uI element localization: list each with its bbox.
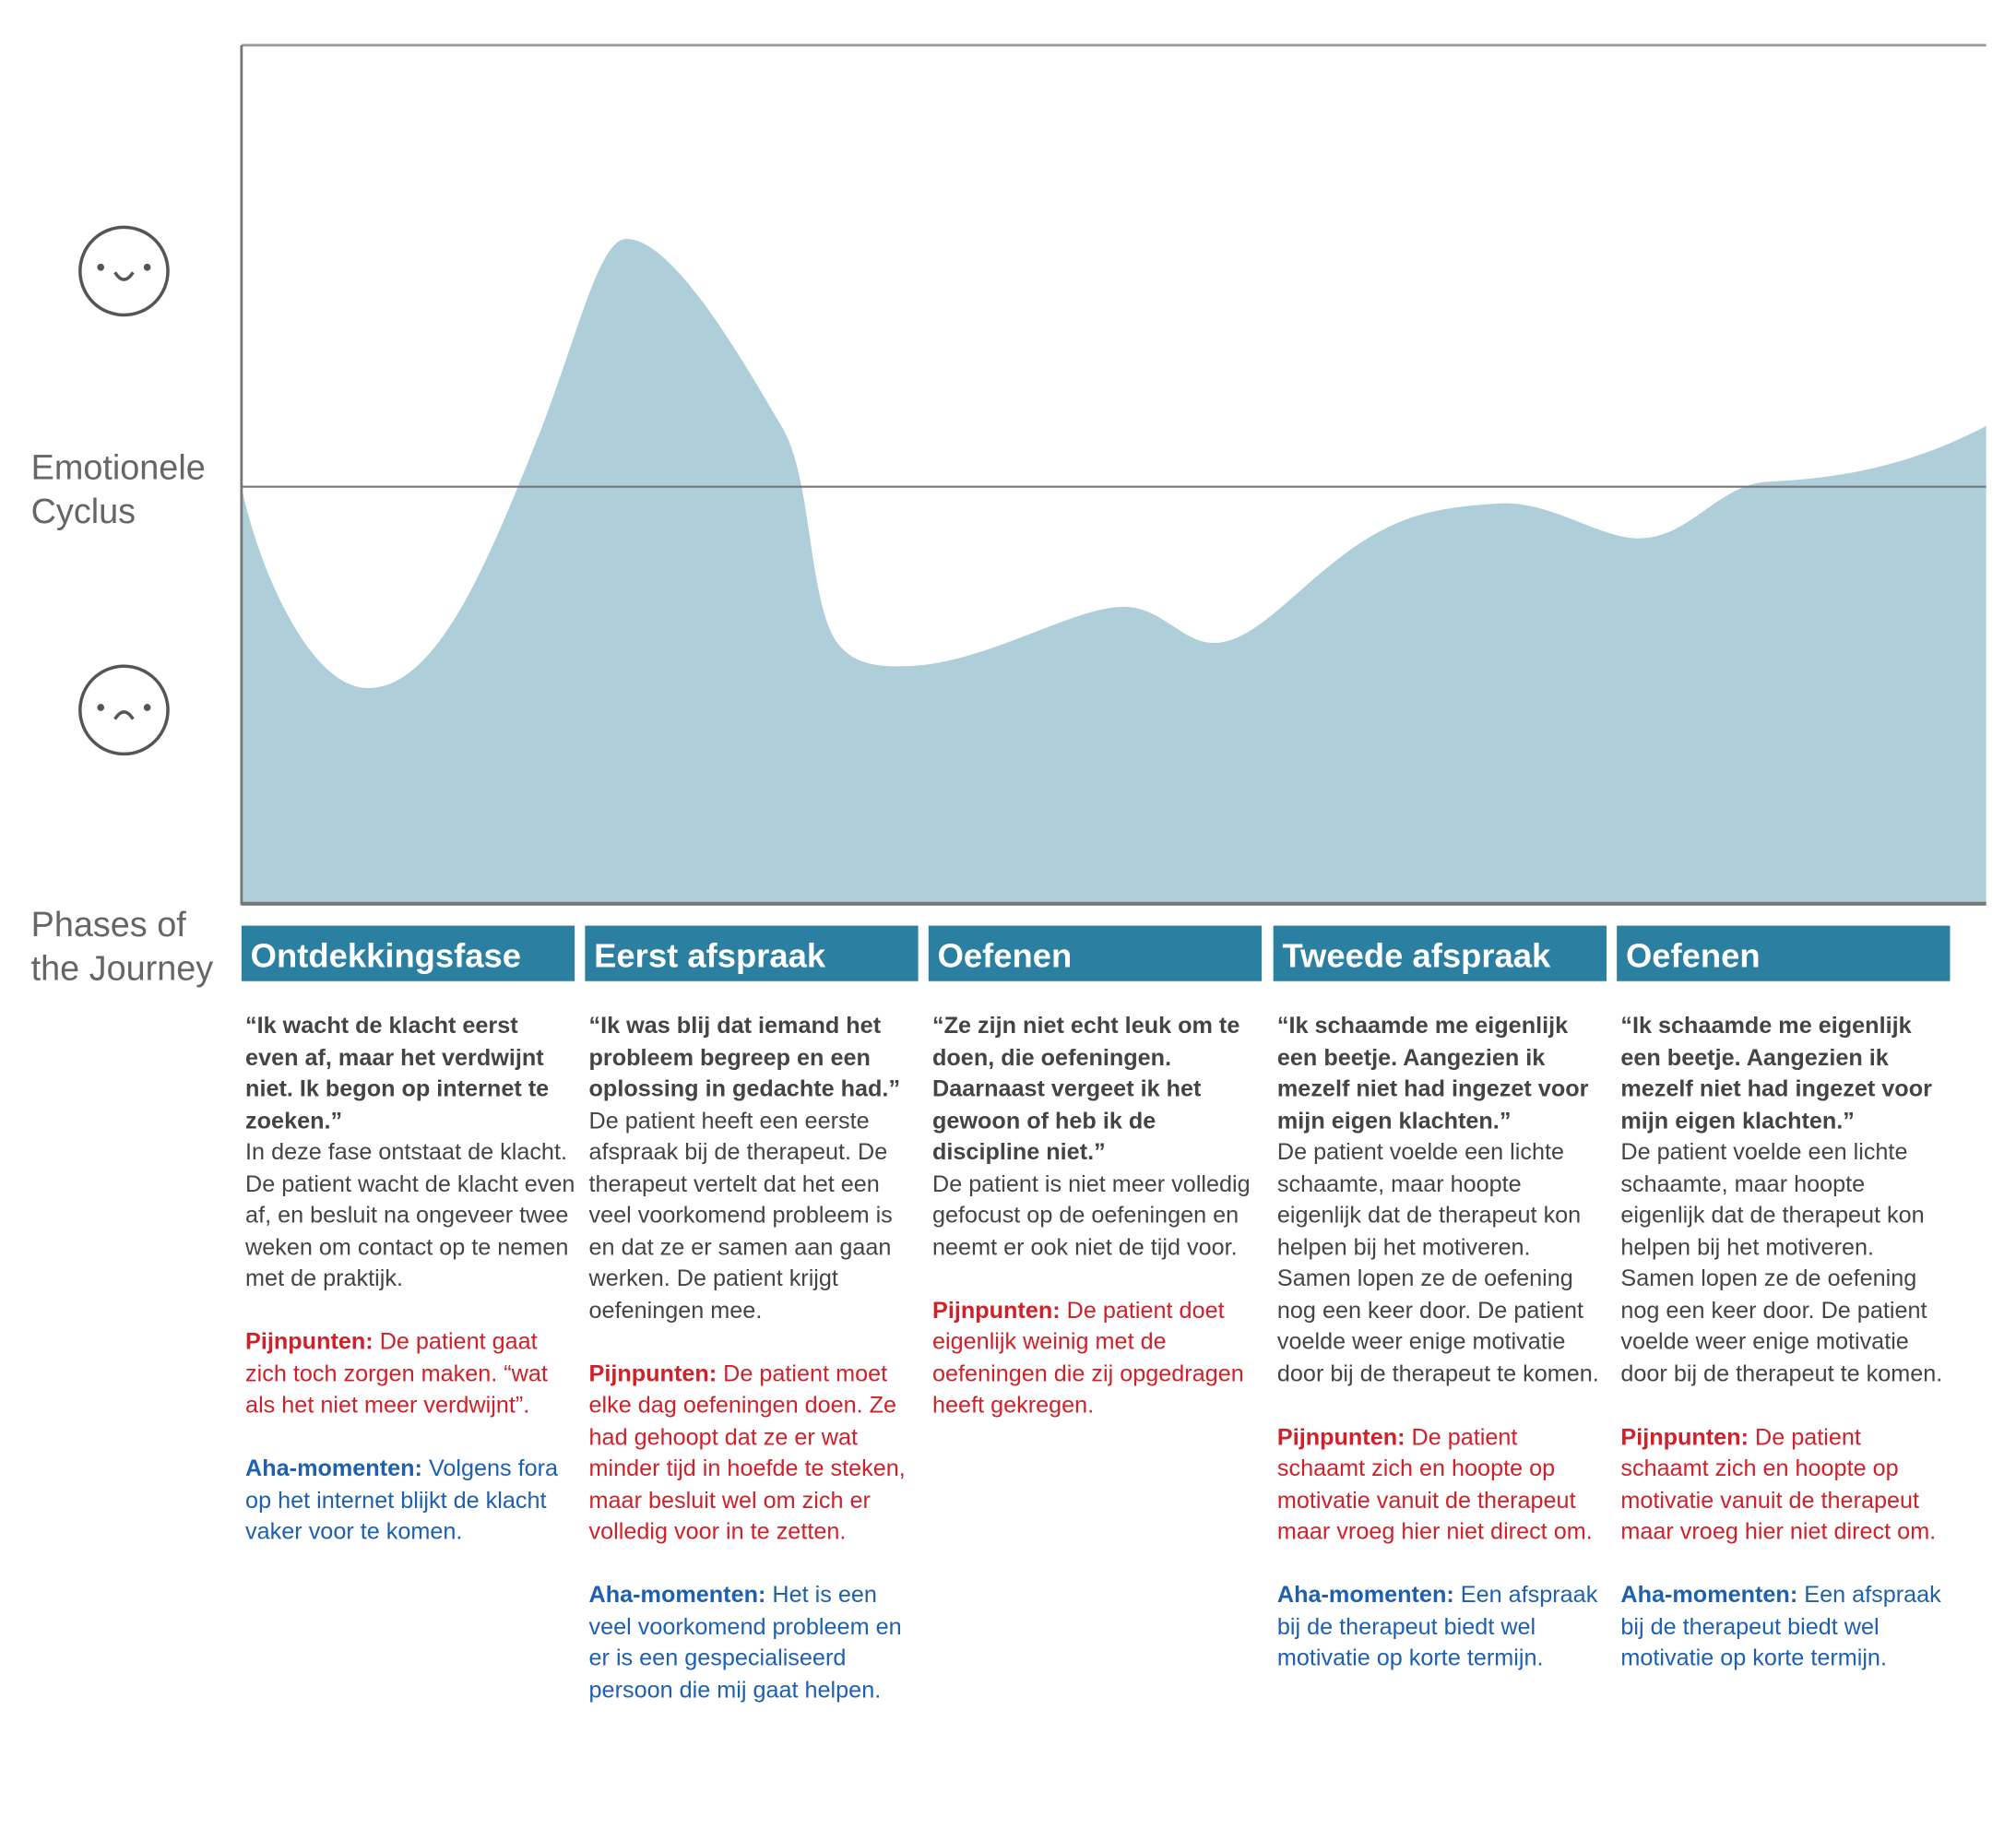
pain-points: Pijnpunten: De patient schaamt zich en h… [1620,1420,1951,1547]
description: De patient voelde een lichte schaamte, m… [1620,1138,1943,1386]
section-label: Aha-momenten: [245,1455,422,1481]
description: De patient voelde een lichte schaamte, m… [1276,1138,1599,1386]
phase-title: Ontdekkingsfase [241,925,575,981]
section-label: Pijnpunten: [588,1360,717,1386]
quote: “Ik wacht de klacht eerst even af, maar … [245,1012,550,1134]
phase-column: Ontdekkingsfase “Ik wacht de klacht eerst… [241,925,576,1548]
label-line: Emotionele [30,447,206,487]
quote: “Ik schaamde me eigenlijk een beetje. Aa… [1620,1012,1932,1134]
phase-column: Oefenen “Ze zijn niet echt leuk om te doe… [928,925,1263,1421]
label-line: Cyclus [30,492,136,531]
pain-points: Pijnpunten: De patient doet eigenlijk we… [932,1294,1263,1420]
section-text: De patient doet eigenlijk weinig met de … [932,1296,1244,1418]
section-text: De patient schaamt zich en hoopte op mot… [1620,1423,1937,1545]
emotion-curve [241,238,1986,904]
description: De patient heeft een eerste afspraak bij… [588,1107,893,1323]
phase-title: Oefenen [928,925,1263,981]
section-text: De patient schaamt zich en hoopte op mot… [1276,1423,1593,1545]
phase-title: Tweede afspraak [1273,925,1607,981]
pain-points: Pijnpunten: De patient gaat zich toch zo… [245,1325,575,1420]
happy-face [78,225,170,317]
phase-title: Eerst afspraak [585,925,919,981]
pain-points: Pijnpunten: De patient schaamt zich en h… [1277,1420,1607,1547]
section-label: Aha-momenten: [1276,1581,1454,1608]
section-label: Pijnpunten: [245,1328,374,1355]
phase-column: Eerst afspraak “Ik was blij dat iemand he… [585,925,919,1705]
quote: “Ze zijn niet echt leuk om te doen, die … [932,1012,1240,1165]
sad-face [78,664,170,756]
pain-points: Pijnpunten: De patient moet elke dag oef… [589,1358,919,1548]
phase-column: Oefenen “Ik schaamde me eigenlijk een bee… [1617,925,1951,1674]
phases-label: Phases of the Journey [31,902,214,990]
section-text: De patient moet elke dag oefeningen doen… [588,1360,906,1545]
section-label: Pijnpunten: [1620,1423,1749,1450]
phase-title: Oefenen [1617,925,1951,981]
label-line: Phases of [30,905,186,944]
aha-moments: Aha-momenten: Het is een veel voorkomend… [589,1579,919,1705]
section-label: Pijnpunten: [932,1296,1061,1323]
phase-body: “Ik schaamde me eigenlijk een beetje. Aa… [1274,981,1608,1674]
quote: “Ik schaamde me eigenlijk een beetje. Aa… [1276,1012,1589,1134]
section-text: Volgens fora op het internet blijkt de k… [245,1455,559,1545]
section-label: Aha-momenten: [588,1581,766,1608]
description: De patient is niet meer volledig gefocus… [932,1170,1251,1260]
section-text: De patient gaat zich toch zorgen maken. … [245,1328,548,1418]
aha-moments: Aha-momenten: Een afspraak bij de therap… [1620,1579,1951,1674]
description: In deze fase ontstaat de klacht. De pati… [245,1138,575,1291]
quote: “Ik was blij dat iemand het probleem beg… [588,1012,901,1101]
phase-column: Tweede afspraak “Ik schaamde me eigenlijk… [1273,925,1608,1674]
phase-body: “Ik was blij dat iemand het probleem beg… [585,981,919,1705]
section-label: Aha-momenten: [1620,1581,1798,1608]
y-axis-label: Emotionele Cyclus [31,445,206,533]
section-text: Een afspraak bij de therapeut biedt wel … [1620,1581,1941,1671]
label-line: the Journey [30,948,214,988]
phase-body: “Ze zijn niet echt leuk om te doen, die … [929,981,1263,1421]
phase-body: “Ik schaamde me eigenlijk een beetje. Aa… [1617,981,1951,1674]
section-text: Een afspraak bij de therapeut biedt wel … [1276,1581,1598,1671]
phase-body: “Ik wacht de klacht eerst even af, maar … [242,981,576,1548]
section-text: Het is een veel voorkomend probleem en e… [588,1581,902,1703]
aha-moments: Aha-momenten: Volgens fora op het intern… [245,1453,575,1548]
section-label: Pijnpunten: [1276,1423,1405,1450]
aha-moments: Aha-momenten: Een afspraak bij de therap… [1277,1579,1607,1674]
